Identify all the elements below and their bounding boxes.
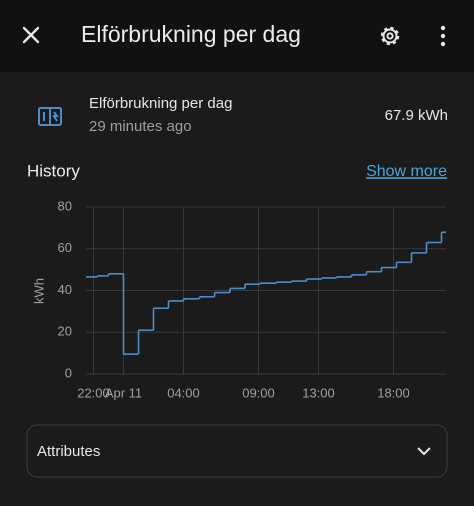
x-tick-label: 22:00 [77, 385, 110, 400]
y-tick-label: 40 [58, 282, 72, 297]
top-bar [0, 0, 474, 72]
x-tick-label: 13:00 [302, 385, 335, 400]
entity-name: Elförbrukning per dag [89, 95, 232, 112]
y-tick-label: 0 [65, 365, 72, 380]
show-more-link[interactable]: Show more [366, 163, 447, 180]
entity-icon [38, 107, 62, 126]
settings-button[interactable] [380, 26, 400, 46]
y-tick-label: 20 [58, 324, 72, 339]
history-title: History [27, 161, 80, 180]
y-axis-label: kWh [31, 278, 46, 304]
attributes-title: Attributes [37, 443, 100, 460]
dialog-title: Elförbrukning per dag [81, 21, 301, 47]
attributes-panel[interactable] [26, 424, 448, 478]
entity-state: 67.9 kWh [385, 107, 448, 124]
more-button[interactable] [440, 25, 446, 47]
close-button[interactable] [22, 26, 40, 44]
expand-icon[interactable] [417, 447, 431, 456]
x-tick-label: 09:00 [242, 385, 275, 400]
y-tick-label: 80 [58, 198, 72, 213]
x-tick-label: 04:00 [167, 385, 200, 400]
last-changed: 29 minutes ago [89, 118, 192, 135]
x-tick-label: 18:00 [377, 385, 410, 400]
y-tick-label: 60 [58, 240, 72, 255]
x-tick-label: Apr 11 [105, 385, 142, 400]
